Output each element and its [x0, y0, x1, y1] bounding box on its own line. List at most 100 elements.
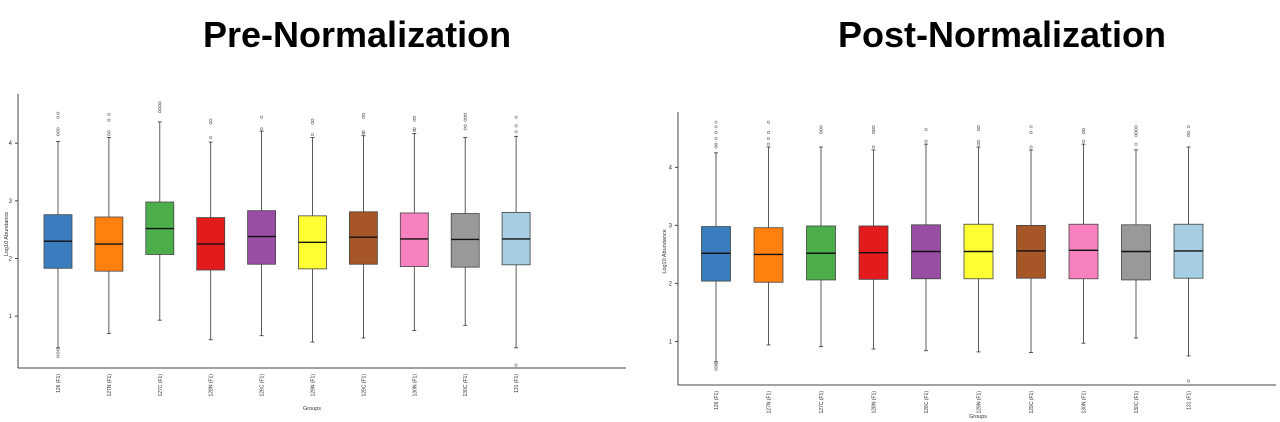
post-normalization-boxplot: 1 2 3 4 Log10 Abundance Groups 126 (F1) 127N (F… [662, 112, 1276, 420]
outlier-point [56, 111, 60, 115]
y-tick-label: 4 [9, 141, 13, 147]
category-label: 129N (F1) [311, 374, 317, 397]
box-5 [247, 210, 277, 265]
y-tick-label: 2 [669, 281, 673, 287]
outlier-point [514, 124, 518, 128]
outlier-point [976, 139, 980, 143]
outlier-point [158, 101, 162, 105]
y-tick-label: 1 [669, 339, 673, 345]
outlier-point [714, 131, 718, 135]
category-label: 128C (F1) [260, 374, 266, 397]
outlier-point [463, 127, 467, 131]
outlier-point [976, 128, 980, 132]
category-label: 128N (F1) [209, 374, 215, 397]
category-label: 129N (F1) [977, 391, 983, 414]
category-label: 130N (F1) [412, 374, 418, 397]
box-8 [399, 212, 429, 267]
outlier-point [260, 127, 264, 131]
outlier-point [310, 133, 314, 137]
outlier-point [714, 142, 718, 146]
post-normalization-title: Post-Normalization [838, 14, 1167, 55]
category-label: 126 (F1) [56, 374, 62, 393]
category-label: 130N (F1) [1082, 391, 1088, 414]
category-label: 131 (F1) [514, 374, 520, 393]
outlier-point [107, 112, 111, 116]
outlier-point [767, 142, 771, 146]
outlier-point [56, 354, 60, 358]
outlier-point [56, 351, 60, 355]
y-tick-label: 2 [9, 256, 13, 262]
outlier-point [1134, 133, 1138, 137]
pre-normalization-boxplot: 1 2 3 4 Log10 Abundance Groups 126 (F1) 127N (F… [4, 94, 626, 412]
category-label: 130C (F1) [463, 374, 469, 397]
outlier-point [56, 133, 60, 137]
category-label: 127N (F1) [767, 391, 773, 414]
outlier-point [976, 142, 980, 146]
outlier-point [1134, 142, 1138, 146]
outlier-point [514, 130, 518, 134]
y-tick-label: 3 [9, 199, 13, 205]
outlier-point [767, 120, 771, 124]
outlier-point [1186, 131, 1190, 135]
outlier-point [872, 128, 876, 132]
outlier-point [361, 112, 365, 116]
y-axis-label: Log10 Abundance [4, 212, 10, 256]
outlier-point [514, 363, 518, 367]
category-label: 127N (F1) [107, 374, 113, 397]
outlier-point [56, 127, 60, 131]
category-label: 131 (F1) [1187, 391, 1193, 410]
outlier-point [209, 135, 213, 139]
y-tick-label: 1 [9, 314, 13, 320]
outlier-point [1029, 125, 1033, 129]
outlier-point [463, 112, 467, 116]
category-label: 130C (F1) [1134, 391, 1140, 414]
outlier-point [310, 121, 314, 125]
pre-normalization-title: Pre-Normalization [203, 14, 512, 55]
outlier-point [158, 110, 162, 114]
outlier-point [872, 125, 876, 129]
outlier-point [56, 130, 60, 134]
y-tick-label: 3 [669, 223, 673, 229]
outlier-point [819, 125, 823, 129]
outlier-point [767, 131, 771, 135]
outlier-point [107, 133, 111, 137]
y-tick-label: 4 [669, 165, 673, 171]
outlier-point [463, 124, 467, 128]
outlier-point [1186, 379, 1190, 383]
category-label: 127C (F1) [158, 374, 164, 397]
outlier-point [714, 361, 718, 365]
outlier-point [107, 118, 111, 122]
y-axis-label: Log10 Abundance [662, 229, 668, 273]
outlier-point [872, 131, 876, 135]
outlier-point [767, 136, 771, 140]
x-axis-label: Groups [969, 414, 987, 420]
outlier-point [1081, 131, 1085, 135]
category-label: 128N (F1) [872, 391, 878, 414]
outlier-point [361, 131, 365, 135]
outlier-point [158, 107, 162, 111]
outlier-point [1134, 131, 1138, 135]
category-label: 126 (F1) [714, 391, 720, 410]
outlier-point [1029, 131, 1033, 135]
outlier-point [819, 128, 823, 132]
box-7 [1016, 224, 1046, 279]
outlier-point [463, 118, 467, 122]
outlier-point [714, 145, 718, 149]
outlier-point [1081, 139, 1085, 143]
outlier-point [1134, 125, 1138, 129]
outlier-point [1029, 145, 1033, 149]
outlier-point [714, 120, 718, 124]
outlier-point [260, 115, 264, 119]
outlier-point [158, 104, 162, 108]
outlier-point [872, 145, 876, 149]
outlier-point [714, 125, 718, 129]
outlier-point [56, 348, 60, 352]
box-9 [450, 213, 480, 268]
outlier-point [819, 131, 823, 135]
outlier-point [1186, 125, 1190, 129]
outlier-point [361, 130, 365, 134]
outlier-point [1134, 128, 1138, 132]
outlier-point [56, 115, 60, 119]
x-axis-label: Groups [303, 406, 321, 412]
category-label: 129C (F1) [1029, 391, 1035, 414]
